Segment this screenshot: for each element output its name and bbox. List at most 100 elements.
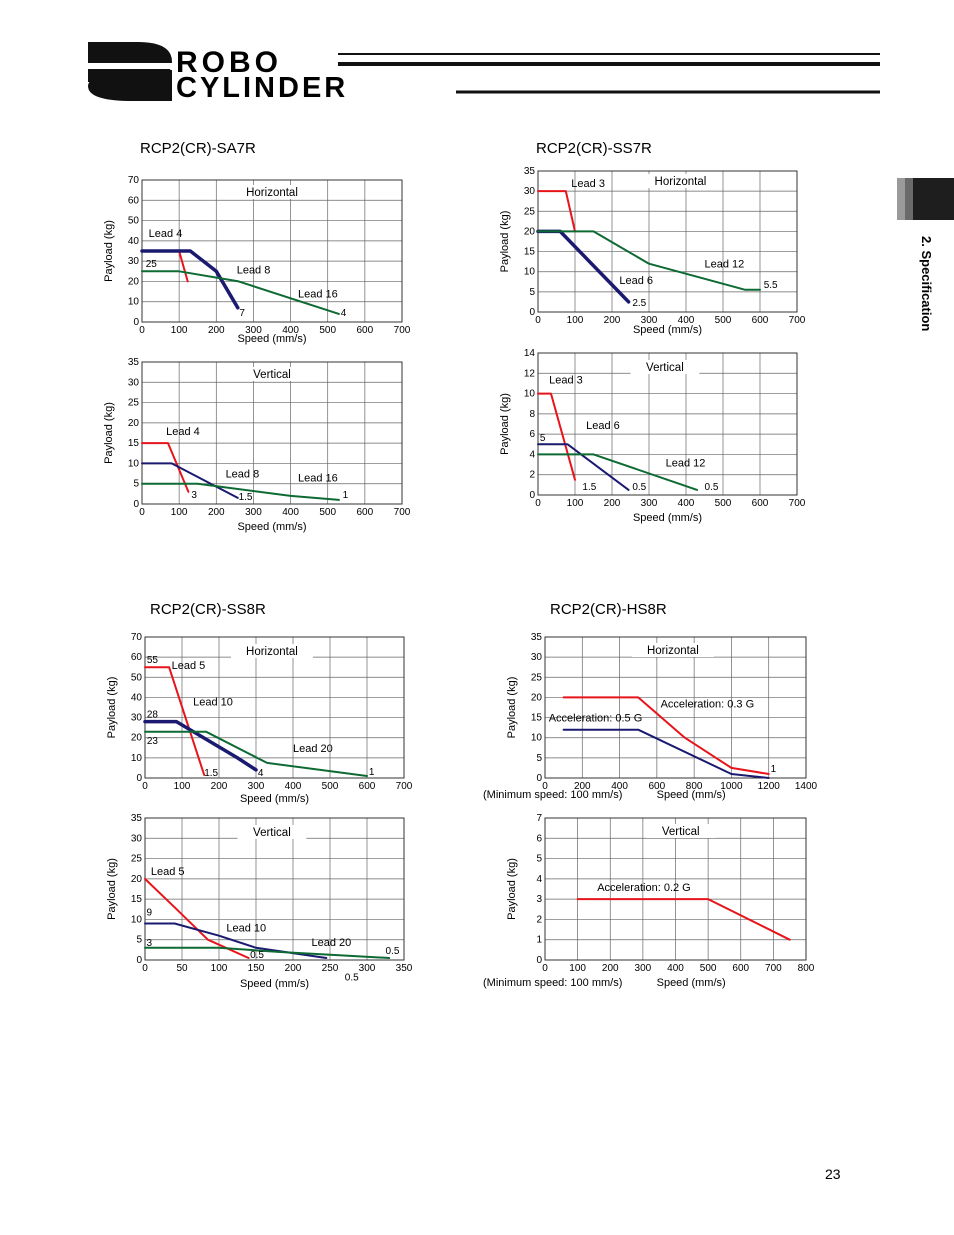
- x-tick-label: 400: [667, 963, 684, 974]
- x-tick-label: 0: [535, 315, 541, 326]
- x-tick-label: 600: [732, 963, 749, 974]
- series-line: [562, 696, 770, 775]
- x-tick-label: 500: [715, 498, 732, 509]
- y-axis-label: Payload (kg): [103, 402, 115, 464]
- series-line: [143, 719, 258, 772]
- annotation-label: 4: [258, 768, 264, 779]
- x-tick-label: 200: [574, 781, 591, 792]
- y-tick-label: 5: [133, 479, 139, 490]
- plot-frame: [544, 817, 807, 961]
- y-tick-label: 7: [536, 813, 542, 824]
- y-tick-label: 5: [529, 287, 535, 298]
- annotation-label: 1.5: [239, 492, 253, 503]
- x-tick-label: 200: [285, 963, 302, 974]
- x-tick-label: 0: [542, 781, 548, 792]
- y-tick-label: 25: [128, 398, 140, 409]
- x-tick-label: 600: [359, 781, 376, 792]
- x-tick-label: 500: [715, 315, 732, 326]
- y-tick-label: 1: [536, 935, 542, 946]
- chart-title: Vertical: [646, 362, 684, 374]
- x-tick-label: 0: [535, 498, 541, 509]
- y-tick-label: 15: [128, 438, 140, 449]
- x-tick-label: 600: [357, 507, 374, 518]
- x-tick-label: 50: [176, 963, 188, 974]
- plot-frame: [141, 361, 403, 505]
- y-tick-label: 10: [524, 389, 536, 400]
- y-tick-label: 10: [131, 753, 143, 764]
- y-tick-label: 6: [536, 833, 542, 844]
- x-tick-label: 200: [208, 325, 225, 336]
- x-tick-label: 300: [641, 498, 658, 509]
- y-tick-label: 0: [529, 490, 535, 501]
- annotation-label: 25: [146, 259, 158, 270]
- chart-sa7r-vertical: 0 100 200 300 400 500 600 700 0 5 10 15 20 25 30 35 Vert…: [103, 357, 411, 533]
- x-tick-label: 400: [285, 781, 302, 792]
- x-tick-label: 700: [396, 781, 413, 792]
- series-line: [140, 249, 240, 310]
- y-tick-label: 0: [133, 317, 139, 328]
- y-tick-label: 4: [529, 449, 535, 460]
- y-tick-label: 30: [131, 833, 143, 844]
- x-tick-label: 100: [174, 781, 191, 792]
- plot-frame: [144, 817, 405, 961]
- y-tick-label: 20: [131, 874, 143, 885]
- x-tick-label: 400: [611, 781, 628, 792]
- annotation-label: Lead 3: [549, 374, 583, 386]
- annotation-label: Lead 3: [571, 178, 605, 190]
- annotation-label: Lead 6: [586, 420, 620, 432]
- series-line: [144, 877, 250, 959]
- y-tick-label: 60: [131, 652, 143, 663]
- y-tick-label: 30: [128, 256, 140, 267]
- chart-title-bg: [237, 825, 307, 839]
- x-tick-label: 300: [245, 507, 262, 518]
- logo-text-cylinder: CYLINDER: [176, 72, 348, 104]
- x-tick-label: 600: [649, 781, 666, 792]
- x-tick-label: 700: [765, 963, 782, 974]
- x-tick-label: 500: [322, 781, 339, 792]
- x-tick-label: 1200: [758, 781, 781, 792]
- series-line: [537, 392, 576, 481]
- series-line: [536, 229, 631, 304]
- chart-title-bg: [639, 174, 722, 188]
- x-tick-label: 100: [567, 498, 584, 509]
- annotation-label: 5: [540, 433, 546, 444]
- x-axis-label: Speed (mm/s): [240, 978, 309, 990]
- annotation-label: 9: [146, 907, 152, 918]
- y-tick-label: 20: [524, 226, 536, 237]
- annotation-label: Lead 5: [172, 660, 206, 672]
- x-tick-label: 0: [542, 963, 548, 974]
- series-line: [141, 462, 239, 499]
- annotation-label: Lead 8: [226, 469, 260, 481]
- chart-ss8r-horizontal: 0 100 200 300 400 500 600 700 0 10 20 30 40 50 60 70 Hor…: [106, 632, 413, 805]
- y-tick-label: 6: [529, 429, 535, 440]
- y-tick-label: 60: [128, 195, 140, 206]
- logo-text-robo: ROBO: [176, 46, 282, 79]
- annotation-label: 1: [771, 764, 777, 775]
- annotation-label: 1: [369, 767, 375, 778]
- x-tick-label: 600: [752, 498, 769, 509]
- y-tick-label: 0: [536, 955, 542, 966]
- chart-title-bg: [631, 643, 714, 657]
- annotation-label: Lead 16: [298, 473, 338, 485]
- annotation-label: 4: [341, 308, 347, 319]
- y-tick-label: 20: [128, 276, 140, 287]
- chart-title: Horizontal: [647, 645, 699, 657]
- annotation-label: Lead 10: [226, 923, 266, 935]
- annotation-label: Acceleration: 0.2 G: [597, 882, 691, 894]
- x-tick-label: 100: [211, 963, 228, 974]
- y-tick-label: 15: [131, 894, 143, 905]
- x-tick-label: 300: [641, 315, 658, 326]
- x-tick-label: 150: [248, 963, 265, 974]
- series-line: [141, 442, 190, 493]
- x-tick-label: 500: [700, 963, 717, 974]
- y-tick-label: 20: [531, 692, 543, 703]
- x-tick-label: 0: [142, 963, 148, 974]
- annotation-label: Lead 5: [151, 866, 185, 878]
- annotation-label: Lead 20: [312, 937, 352, 949]
- x-tick-label: 300: [248, 781, 265, 792]
- model-title-ss7r: RCP2(CR)-SS7R: [536, 140, 652, 157]
- annotation-label: 1.5: [204, 768, 218, 779]
- chart-title: Vertical: [253, 827, 291, 839]
- y-tick-label: 0: [536, 773, 542, 784]
- x-tick-label: 600: [357, 325, 374, 336]
